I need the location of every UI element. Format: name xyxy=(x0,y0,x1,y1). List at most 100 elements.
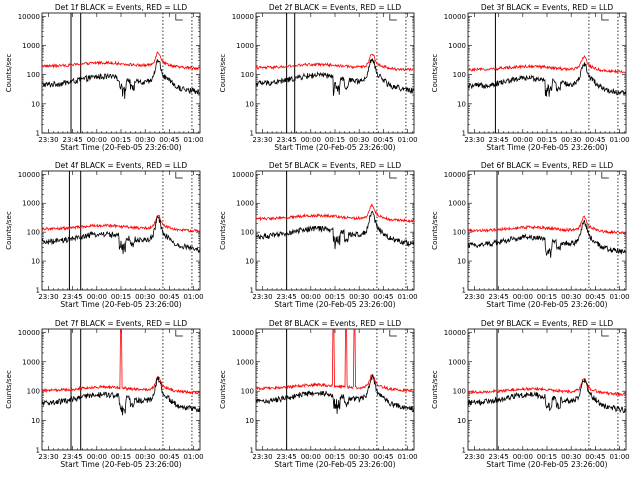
series-events xyxy=(41,216,201,255)
corner-marker xyxy=(389,172,397,179)
x-axis-label: Start Time (20-Feb-05 23:26:00) xyxy=(274,300,395,309)
panel-title: Det 2f BLACK = Events, RED = LLD xyxy=(269,3,402,12)
x-tick-label: 01:00 xyxy=(397,293,417,301)
y-tick-label: 10000 xyxy=(18,171,40,179)
y-tick-label: 10000 xyxy=(18,329,40,337)
x-tick-label: 00:45 xyxy=(373,453,393,461)
x-axis-label: Start Time (20-Feb-05 23:26:00) xyxy=(274,143,395,152)
series-events xyxy=(41,376,201,416)
x-tick-label: 01:00 xyxy=(609,136,629,144)
panel-title: Det 9f BLACK = Events, RED = LLD xyxy=(481,319,614,328)
x-tick-label: 00:45 xyxy=(373,293,393,301)
y-tick-label: 100 xyxy=(453,388,466,396)
x-axis-label: Start Time (20-Feb-05 23:26:00) xyxy=(60,460,181,469)
y-tick-label: 10000 xyxy=(444,329,466,337)
panel-title: Det 7f BLACK = Events, RED = LLD xyxy=(55,319,188,328)
x-tick-label: 00:30 xyxy=(349,453,369,461)
x-axis-label: Start Time (20-Feb-05 23:26:00) xyxy=(60,300,181,309)
y-tick-label: 1 xyxy=(250,447,254,455)
x-tick-label: 00:45 xyxy=(159,453,179,461)
x-tick-label: 00:15 xyxy=(537,136,557,144)
y-tick-label: 10000 xyxy=(444,171,466,179)
panel-det-8: Det 8f BLACK = Events, RED = LLD 1 10 100 10… xyxy=(219,319,418,469)
y-tick-label: 10 xyxy=(457,258,466,266)
x-tick-label: 00:15 xyxy=(111,453,131,461)
y-tick-label: 10 xyxy=(245,258,254,266)
plot-frame xyxy=(41,170,201,291)
y-axis-label: Counts/sec xyxy=(5,211,13,250)
x-tick-label: 23:30 xyxy=(252,293,272,301)
x-tick-label: 23:45 xyxy=(489,293,509,301)
x-tick-label: 00:30 xyxy=(135,293,155,301)
corner-marker xyxy=(601,14,609,21)
y-tick-label: 1 xyxy=(462,130,466,138)
panel-det-2: Det 2f BLACK = Events, RED = LLD 1 10 100 10… xyxy=(219,3,418,152)
y-axis-label: Counts/sec xyxy=(5,54,13,93)
x-tick-label: 01:00 xyxy=(397,453,417,461)
y-tick-label: 1 xyxy=(462,447,466,455)
x-tick-label: 00:45 xyxy=(585,293,605,301)
y-tick-label: 10000 xyxy=(232,13,254,21)
y-tick-label: 100 xyxy=(241,71,254,79)
series-lld xyxy=(255,203,415,224)
x-tick-label: 00:30 xyxy=(561,453,581,461)
panel-det-4: Det 4f BLACK = Events, RED = LLD 1 10 100 10… xyxy=(5,161,204,309)
corner-marker xyxy=(389,330,397,337)
x-tick-label: 00:30 xyxy=(561,136,581,144)
x-axis-label: Start Time (20-Feb-05 23:26:00) xyxy=(486,143,607,152)
panel-title: Det 4f BLACK = Events, RED = LLD xyxy=(55,161,188,170)
y-tick-label: 1 xyxy=(36,447,40,455)
panel-det-7: Det 7f BLACK = Events, RED = LLD 1 10 100 10… xyxy=(5,319,204,469)
x-tick-label: 23:30 xyxy=(464,293,484,301)
panel-title: Det 3f BLACK = Events, RED = LLD xyxy=(481,3,614,12)
y-tick-label: 1 xyxy=(36,287,40,295)
x-axis-label: Start Time (20-Feb-05 23:26:00) xyxy=(486,300,607,309)
y-axis-label: Counts/sec xyxy=(219,370,227,409)
x-tick-label: 00:00 xyxy=(301,293,321,301)
series-events xyxy=(41,59,201,99)
y-tick-label: 100 xyxy=(241,229,254,237)
x-tick-label: 00:00 xyxy=(513,293,533,301)
x-tick-label: 00:15 xyxy=(111,136,131,144)
plot-frame xyxy=(255,170,415,291)
panel-title: Det 5f BLACK = Events, RED = LLD xyxy=(269,161,402,170)
x-tick-label: 01:00 xyxy=(609,293,629,301)
x-tick-label: 23:30 xyxy=(252,136,272,144)
panel-det-5: Det 5f BLACK = Events, RED = LLD 1 10 100 10… xyxy=(219,161,418,309)
y-tick-label: 10 xyxy=(457,100,466,108)
panel-det-6: Det 6f BLACK = Events, RED = LLD 1 10 100 10… xyxy=(431,161,630,309)
x-tick-label: 23:30 xyxy=(38,136,58,144)
x-tick-label: 00:30 xyxy=(349,293,369,301)
y-tick-label: 1000 xyxy=(448,42,466,50)
x-axis-label: Start Time (20-Feb-05 23:26:00) xyxy=(60,143,181,152)
x-tick-label: 00:45 xyxy=(585,453,605,461)
x-tick-label: 01:00 xyxy=(183,453,203,461)
x-tick-label: 00:45 xyxy=(159,293,179,301)
x-tick-label: 23:45 xyxy=(489,453,509,461)
series-lld xyxy=(255,329,415,393)
series-events xyxy=(467,219,627,258)
series-lld xyxy=(255,53,415,73)
series-events xyxy=(255,58,415,96)
x-tick-label: 00:15 xyxy=(537,293,557,301)
corner-marker xyxy=(601,330,609,337)
x-tick-label: 00:00 xyxy=(87,293,107,301)
y-tick-label: 100 xyxy=(241,388,254,396)
x-tick-label: 23:30 xyxy=(38,293,58,301)
y-tick-label: 10 xyxy=(457,417,466,425)
x-tick-label: 23:30 xyxy=(38,453,58,461)
x-tick-label: 01:00 xyxy=(183,136,203,144)
series-lld xyxy=(41,51,201,72)
y-tick-label: 1 xyxy=(36,130,40,138)
series-lld xyxy=(41,214,201,233)
y-tick-label: 1 xyxy=(250,287,254,295)
y-axis-label: Counts/sec xyxy=(5,370,13,409)
y-tick-label: 1000 xyxy=(22,42,40,50)
x-tick-label: 00:15 xyxy=(111,293,131,301)
plot-frame xyxy=(255,12,415,134)
plot-frame xyxy=(41,12,201,134)
y-tick-label: 1000 xyxy=(448,358,466,366)
x-tick-label: 23:45 xyxy=(63,293,83,301)
x-tick-label: 01:00 xyxy=(397,136,417,144)
series-lld xyxy=(467,215,627,235)
